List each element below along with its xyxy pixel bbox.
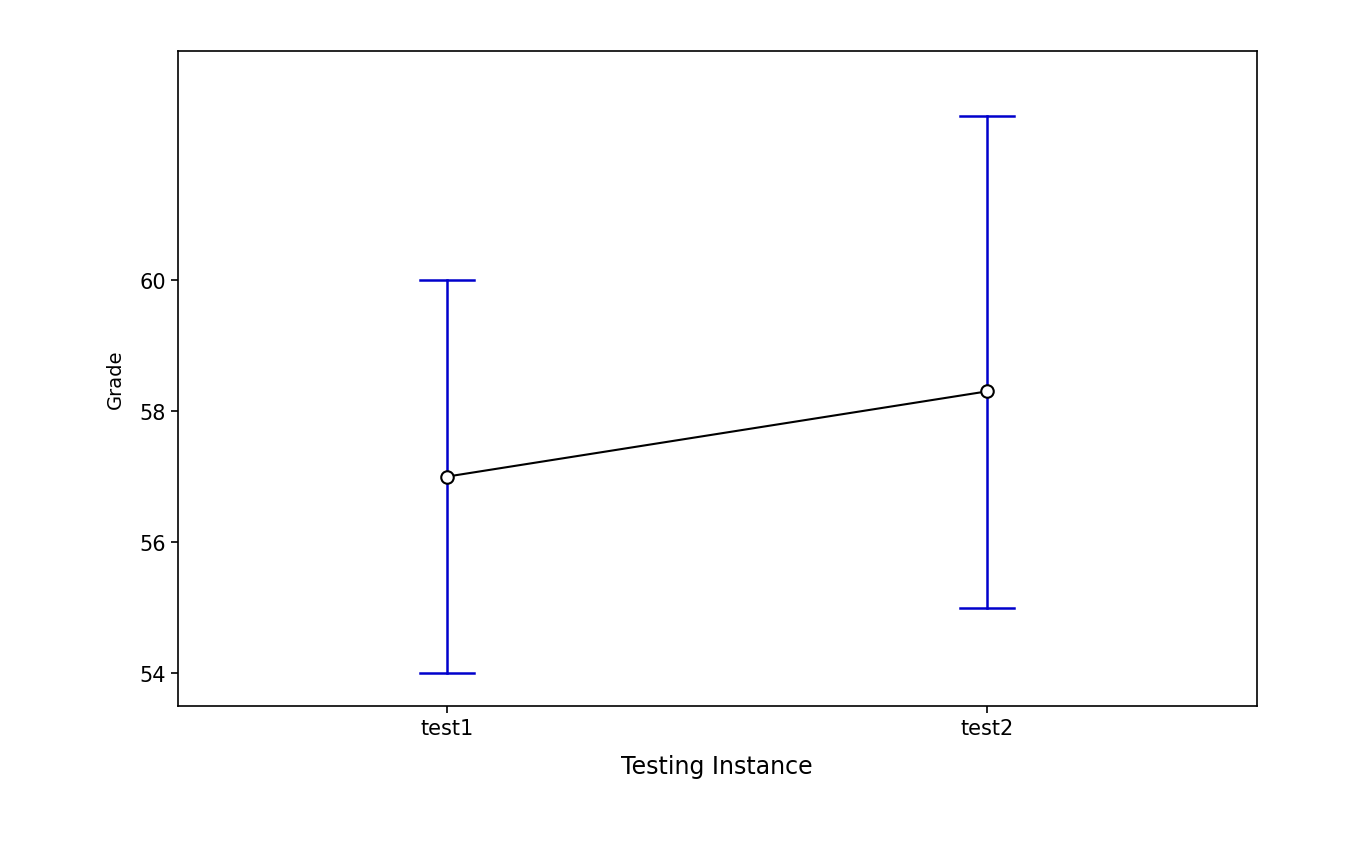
Y-axis label: Grade: Grade (107, 349, 126, 409)
X-axis label: Testing Instance: Testing Instance (622, 754, 813, 778)
